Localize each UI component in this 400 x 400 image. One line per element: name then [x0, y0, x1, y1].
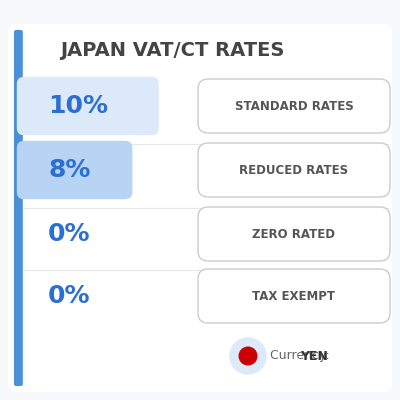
Text: 10%: 10% [48, 94, 108, 118]
Text: 0%: 0% [48, 222, 90, 246]
Text: Currency:: Currency: [270, 350, 334, 362]
FancyBboxPatch shape [198, 269, 390, 323]
Text: 0%: 0% [48, 284, 90, 308]
Text: REDUCED RATES: REDUCED RATES [240, 164, 348, 176]
Text: YEN: YEN [300, 350, 328, 362]
Text: JAPAN VAT/CT RATES: JAPAN VAT/CT RATES [60, 40, 284, 60]
Text: STANDARD RATES: STANDARD RATES [235, 100, 353, 112]
Text: TAX EXEMPT: TAX EXEMPT [252, 290, 336, 302]
FancyBboxPatch shape [198, 79, 390, 133]
FancyBboxPatch shape [14, 30, 23, 386]
Circle shape [230, 338, 266, 374]
FancyBboxPatch shape [8, 24, 392, 392]
FancyBboxPatch shape [17, 141, 132, 199]
FancyBboxPatch shape [198, 207, 390, 261]
FancyBboxPatch shape [17, 77, 159, 135]
Text: ZERO RATED: ZERO RATED [252, 228, 336, 240]
FancyBboxPatch shape [198, 143, 390, 197]
Text: 8%: 8% [48, 158, 90, 182]
Circle shape [239, 347, 257, 365]
